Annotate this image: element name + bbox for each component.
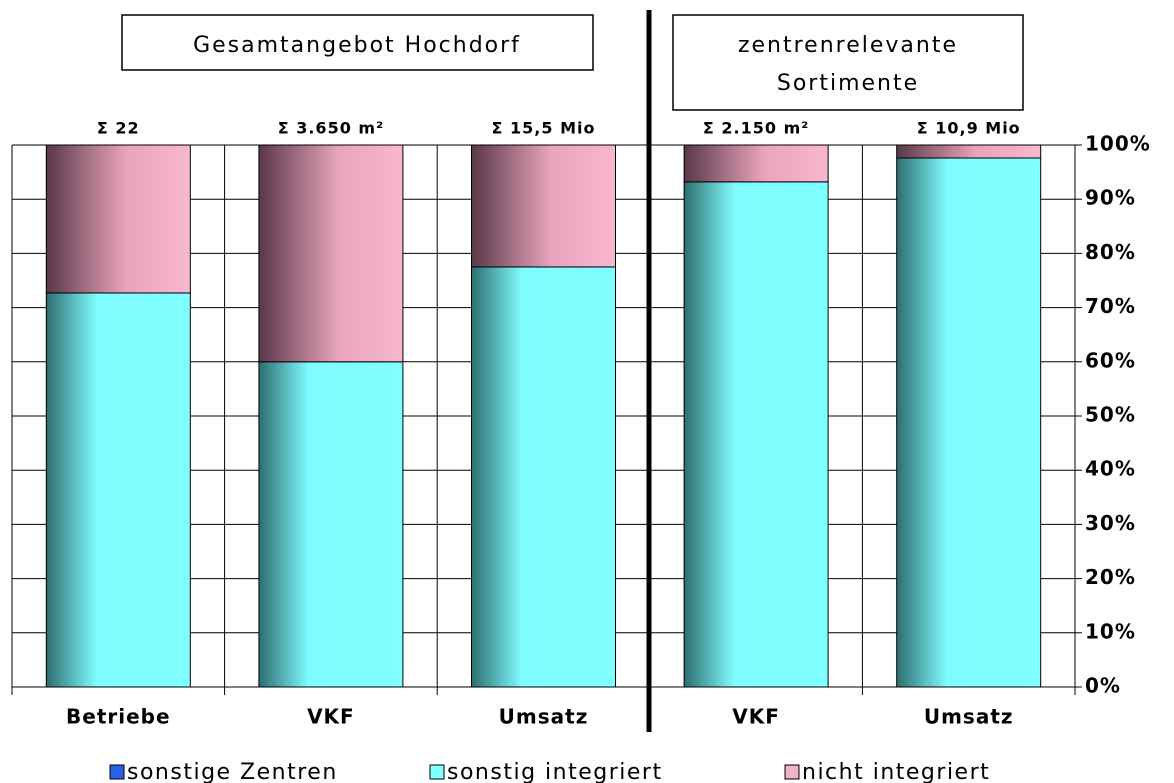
bar-segment <box>258 361 404 688</box>
y-tick-label: 70% <box>1085 294 1136 318</box>
sum-annotation: Σ 3.650 m² <box>278 119 384 138</box>
legend-swatch <box>784 764 800 780</box>
section-box <box>121 14 594 71</box>
legend-label: sonstig integriert <box>447 760 663 783</box>
y-tick-label: 30% <box>1085 511 1136 535</box>
bar-segment <box>45 144 191 294</box>
legend-swatch <box>109 764 125 780</box>
y-tick-label: 40% <box>1085 457 1136 481</box>
bar-segment <box>683 181 829 688</box>
bar-segment <box>471 144 616 268</box>
y-tick-label: 80% <box>1085 240 1136 264</box>
bar-segment <box>683 144 829 183</box>
y-tick-label: 20% <box>1085 565 1136 589</box>
bar-segment <box>896 144 1042 159</box>
y-tick-label: 50% <box>1085 403 1136 427</box>
y-tick-label: 0% <box>1085 674 1121 698</box>
legend-label: sonstige Zentren <box>127 760 338 783</box>
y-tick-label: 10% <box>1085 619 1136 643</box>
bar-segment <box>45 292 191 688</box>
sum-annotation: Σ 10,9 Mio <box>917 119 1021 138</box>
section-label: zentrenrelevante <box>738 33 958 58</box>
section-box <box>672 14 1024 111</box>
x-tick-label: Umsatz <box>499 705 589 729</box>
bar-segment <box>471 266 616 688</box>
section-label: Gesamtangebot Hochdorf <box>193 33 521 58</box>
sum-annotation: Σ 2.150 m² <box>703 119 809 138</box>
bar-segment <box>258 144 404 363</box>
x-tick-label: Umsatz <box>924 705 1014 729</box>
sum-annotation: Σ 22 <box>97 119 140 138</box>
x-tick-label: VKF <box>732 705 780 729</box>
sum-annotation: Σ 15,5 Mio <box>492 119 596 138</box>
section-label: Sortimente <box>777 71 919 96</box>
bar-segment <box>896 157 1042 688</box>
y-tick-label: 90% <box>1085 186 1136 210</box>
legend-swatch <box>429 764 445 780</box>
legend-label: nicht integriert <box>802 760 990 783</box>
y-tick-label: 60% <box>1085 348 1136 372</box>
x-tick-label: Betriebe <box>66 705 171 729</box>
x-tick-label: VKF <box>307 705 355 729</box>
y-tick-label: 100% <box>1085 132 1151 156</box>
